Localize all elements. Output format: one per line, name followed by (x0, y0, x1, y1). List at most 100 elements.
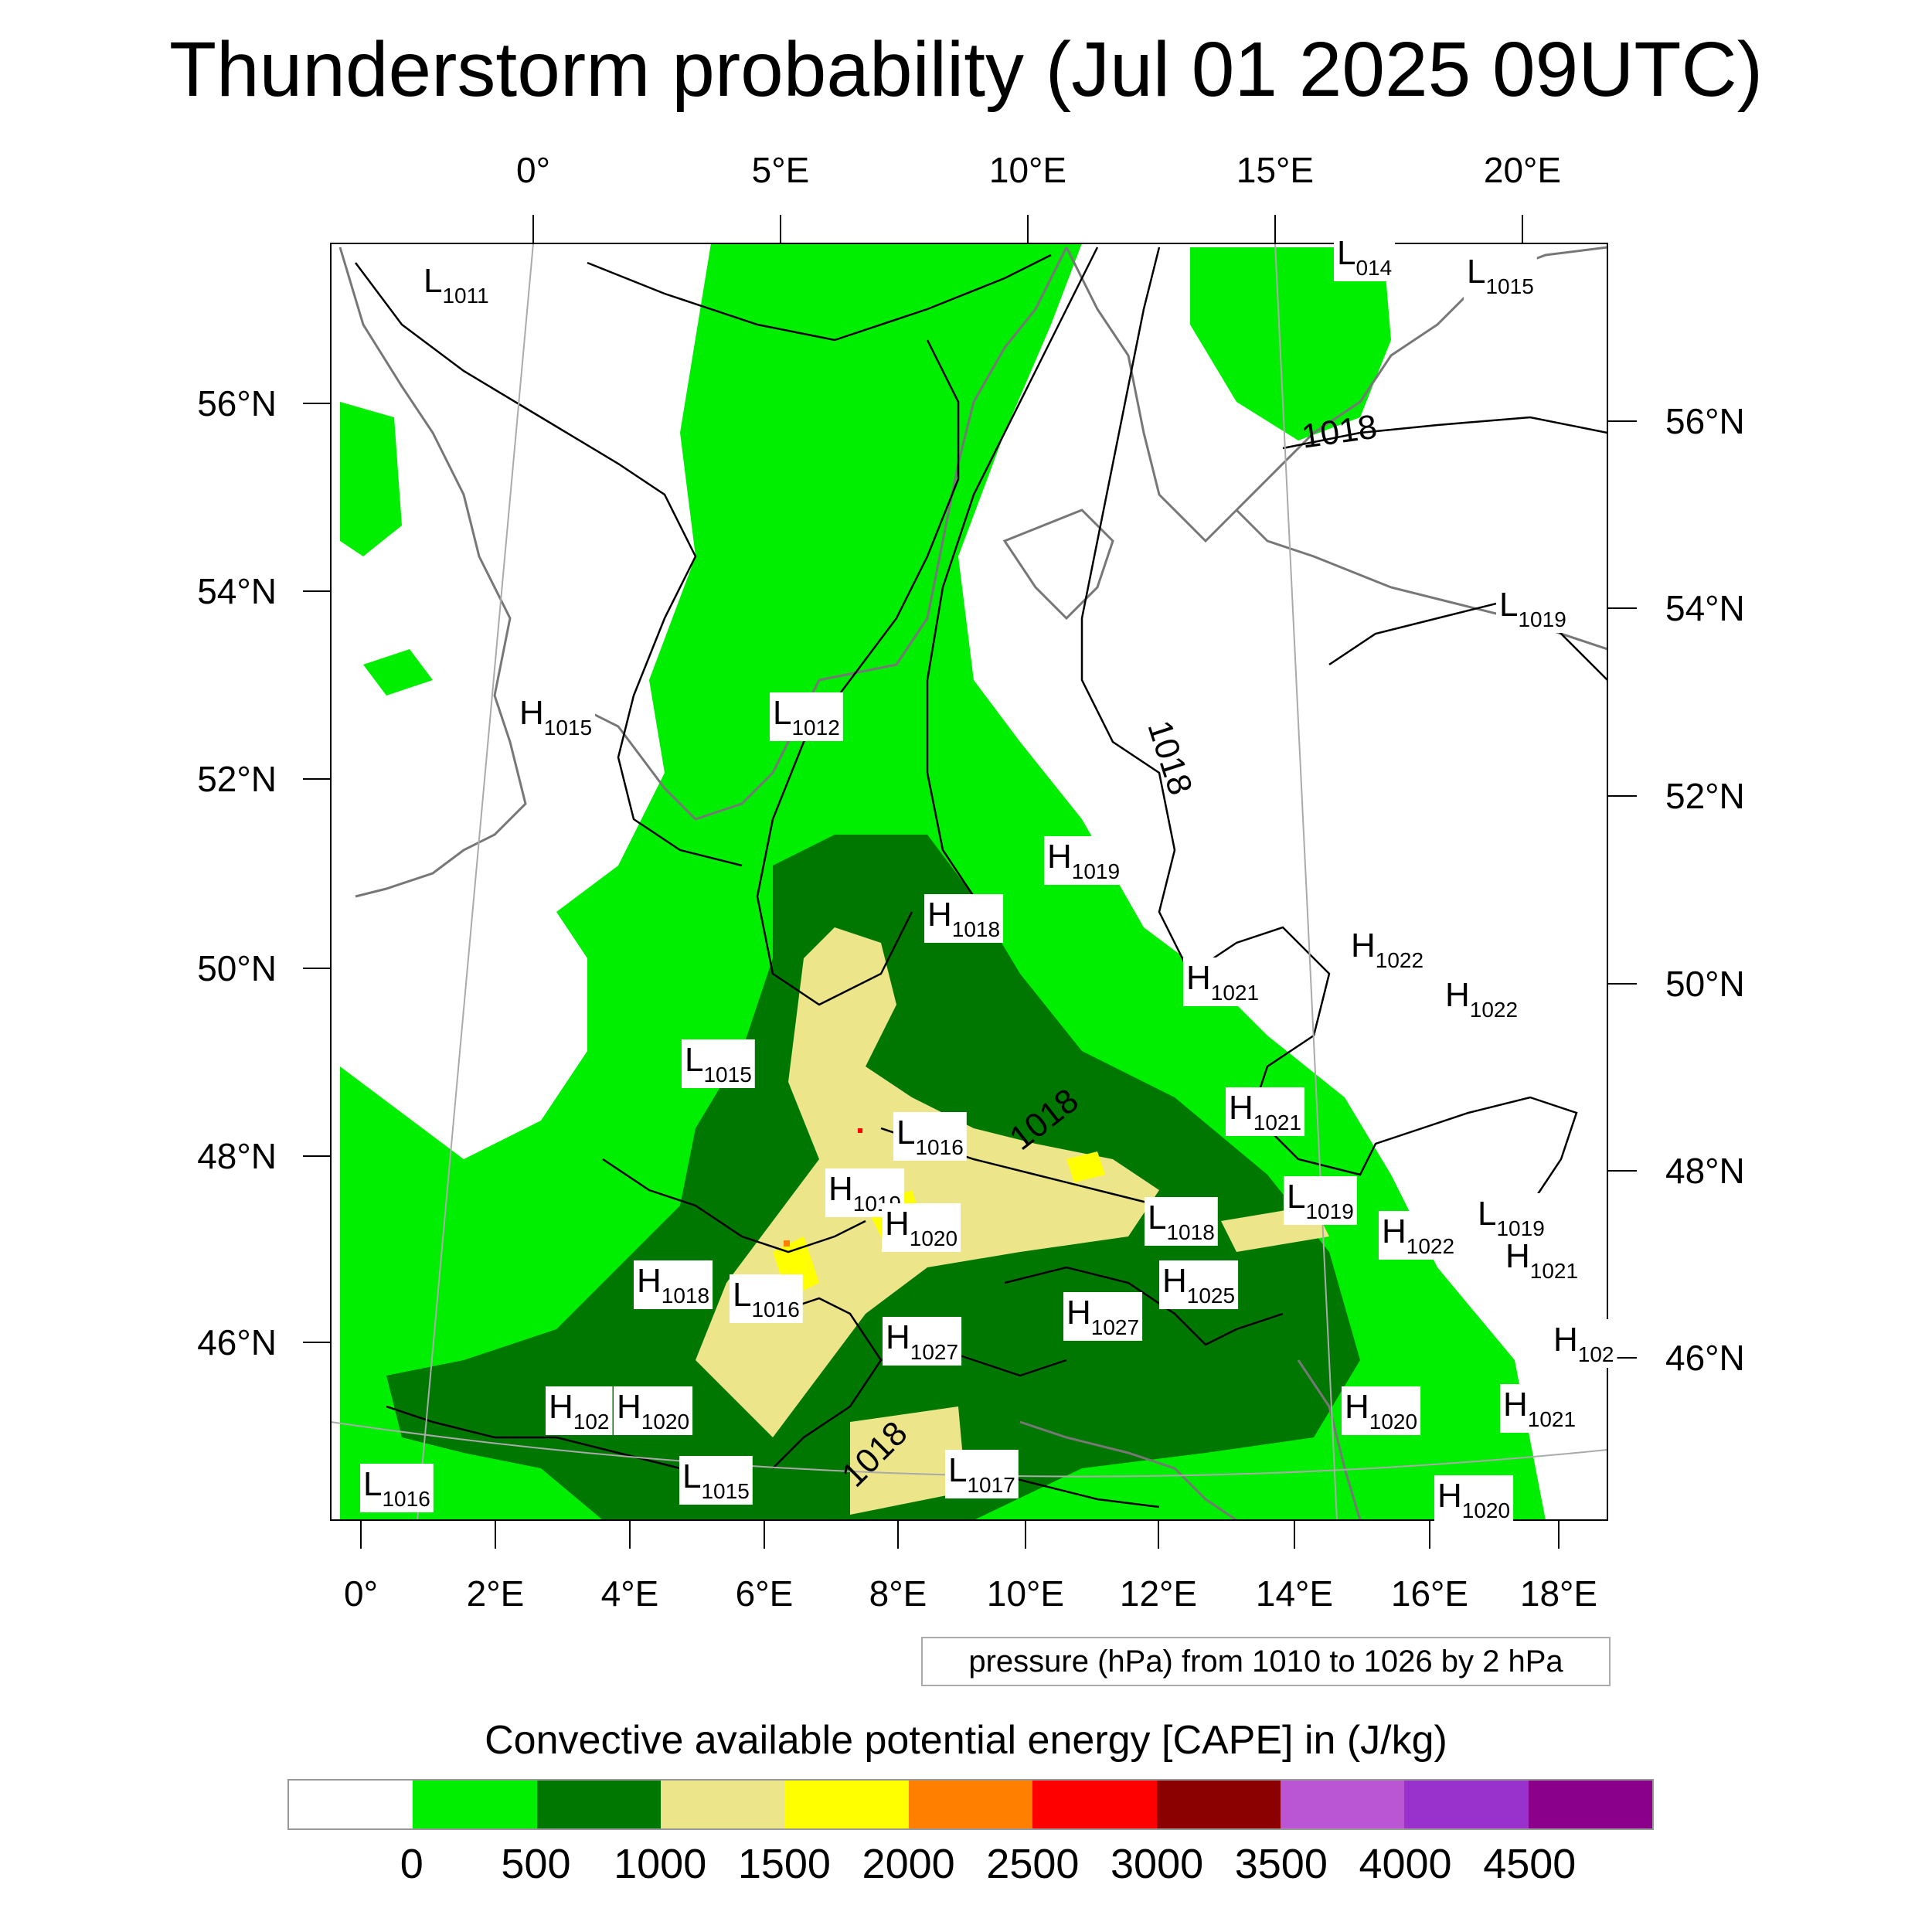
pressure-center-label: H1027 (1066, 1294, 1139, 1339)
right-axis-label: 48°N (1665, 1151, 1745, 1191)
pressure-center-low: L1016 (360, 1464, 434, 1512)
colorbar (287, 1779, 1654, 1830)
pressure-center-label: H1020 (1345, 1388, 1417, 1434)
colorbar-swatch (1156, 1781, 1281, 1828)
bottom-axis-label: 10°E (987, 1573, 1064, 1614)
left-axis (303, 403, 331, 1343)
pressure-center-high: H1018 (634, 1260, 713, 1309)
pressure-center-high: H1021 (1502, 1236, 1582, 1284)
pressure-center-label: L1019 (1287, 1178, 1354, 1223)
pressure-center-label: L1011 (423, 262, 489, 308)
bottom-axis (360, 1520, 1560, 1549)
pressure-center-label: H1020 (1437, 1477, 1510, 1522)
pressure-center-high: H1021 (1183, 957, 1263, 1006)
pressure-center-low: L1019 (1284, 1176, 1357, 1225)
cape-1000-1500-south (850, 1406, 966, 1515)
bottom-axis-label: 0° (344, 1573, 378, 1614)
colorbar-swatch (908, 1781, 1033, 1828)
pressure-center-label: H1015 (519, 694, 592, 740)
pressure-center-low: L1012 (770, 692, 843, 741)
colorbar-tick-label: 2000 (862, 1841, 955, 1887)
pressure-center-low: L1015 (679, 1456, 753, 1505)
bottom-axis-label: 12°E (1120, 1573, 1197, 1614)
colorbar-swatch (536, 1781, 662, 1828)
left-axis-label: 48°N (197, 1136, 277, 1176)
pressure-center-high: H1020 (1434, 1475, 1514, 1524)
pressure-center-label: L1012 (773, 694, 840, 740)
bottom-axis-label: 8°E (869, 1573, 927, 1614)
colorbar-swatch (1404, 1781, 1529, 1828)
bottom-axis-label: 18°E (1520, 1573, 1597, 1614)
left-axis-label: 54°N (197, 571, 277, 611)
pressure-center-label: H1018 (927, 896, 1000, 941)
pressure-center-high: H1022 (1442, 975, 1522, 1023)
pressure-center-label: L1019 (1499, 586, 1566, 631)
pressure-center-low: L1018 (1145, 1197, 1218, 1246)
pressure-center-high: H1020 (882, 1203, 961, 1252)
bottom-axis-label: 6°E (736, 1573, 794, 1614)
colorbar-swatch (1280, 1781, 1405, 1828)
cape-2500-3000-dot (858, 1128, 862, 1133)
pressure-center-high: H1018 (924, 894, 1004, 943)
pressure-center-low: L1011 (420, 260, 492, 309)
colorbar-tick-label: 1000 (614, 1841, 707, 1887)
right-axis (1607, 420, 1637, 1359)
pressure-center-high: H1025 (1159, 1260, 1239, 1309)
pressure-center-label: H1018 (637, 1262, 709, 1308)
pressure-center-label: L1016 (896, 1114, 964, 1159)
pressure-center-label: L014 (1337, 234, 1392, 280)
pressure-center-high: H102 (1550, 1319, 1617, 1368)
top-axis-label: 20°E (1484, 150, 1561, 190)
top-axis (532, 215, 1523, 243)
top-axis-label: 10°E (989, 150, 1066, 190)
left-axis-label: 50°N (197, 948, 277, 988)
pressure-center-high: H1020 (614, 1386, 693, 1435)
map-frame (330, 243, 1608, 1521)
cape-0-500-west (363, 649, 433, 696)
colorbar-tick-label: 4500 (1483, 1841, 1577, 1887)
top-axis-label: 5°E (752, 150, 810, 190)
colorbar-swatch (289, 1781, 413, 1828)
bottom-axis-label: 16°E (1391, 1573, 1468, 1614)
pressure-center-label: L1017 (948, 1451, 1015, 1497)
pressure-center-low: L1019 (1496, 584, 1570, 633)
left-axis-label: 46°N (197, 1322, 277, 1362)
cape-0-500-scandinavia (1190, 247, 1391, 440)
pressure-center-low: L1016 (893, 1112, 967, 1161)
pressure-center-low: L014 (1334, 233, 1396, 281)
pressure-center-high: H1015 (516, 692, 596, 741)
pressure-center-label: H1022 (1382, 1213, 1454, 1258)
pressure-center-label: H1021 (1503, 1386, 1576, 1431)
pressure-center-low: L1019 (1475, 1193, 1548, 1242)
top-axis-label: 0° (516, 150, 550, 190)
pressure-center-low: L1016 (730, 1274, 803, 1323)
colorbar-swatch (1528, 1781, 1652, 1828)
colorbar-tick-label: 0 (400, 1841, 423, 1887)
pressure-center-label: H102 (1553, 1321, 1614, 1366)
pressure-center-label: H1021 (1229, 1089, 1301, 1134)
pressure-center-label: L1015 (1467, 253, 1534, 298)
right-axis-label: 52°N (1665, 776, 1745, 816)
chart-title: Thunderstorm probability (Jul 01 2025 09… (168, 26, 1764, 113)
pressure-center-label: H102 (549, 1388, 610, 1434)
bottom-axis-label: 2°E (467, 1573, 525, 1614)
pressure-center-label: H1025 (1162, 1262, 1235, 1308)
colorbar-tick-label: 3500 (1234, 1841, 1328, 1887)
cape-2000-2500-dot (784, 1240, 790, 1247)
pressure-center-high: H1022 (1348, 925, 1427, 974)
colorbar-tick-label: 2500 (986, 1841, 1080, 1887)
bottom-axis-label: 4°E (601, 1573, 659, 1614)
pressure-centers: L1011 L014 L1015 H1015 L1012 L1019 H1019 H1018 H… (360, 233, 1617, 1524)
pressure-center-high: H1021 (1226, 1087, 1305, 1136)
colorbar-tick-label: 1500 (737, 1841, 831, 1887)
cape-field (331, 243, 1607, 1520)
isobars (355, 247, 1607, 1509)
pressure-center-label: H1020 (617, 1388, 689, 1434)
right-axis-label: 54°N (1665, 588, 1745, 628)
pressure-info-box: pressure (hPa) from 1010 to 1026 by 2 hP… (921, 1637, 1611, 1686)
pressure-center-label: H1019 (1047, 838, 1120, 883)
pressure-center-label: L1018 (1148, 1199, 1215, 1244)
colorbar-swatch (784, 1781, 909, 1828)
cape-1500-2000-patch-c (1066, 1151, 1105, 1182)
